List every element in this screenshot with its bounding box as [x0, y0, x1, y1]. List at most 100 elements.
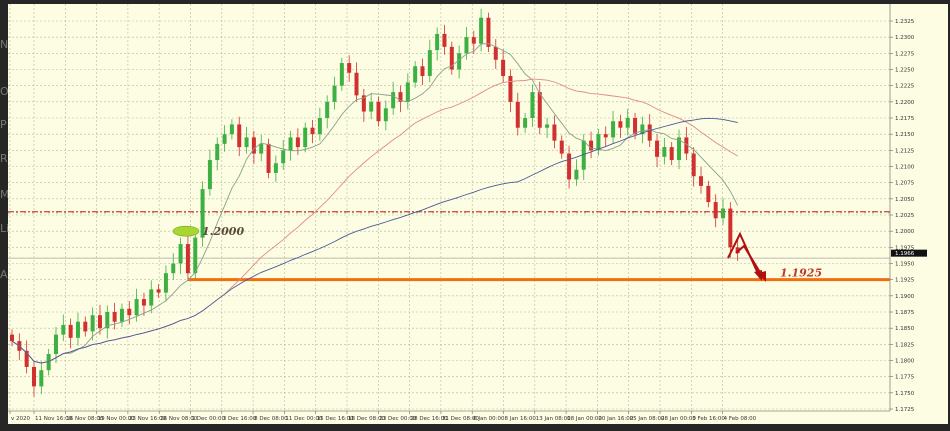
- candle-bullish: [677, 137, 682, 161]
- candle-bearish: [442, 33, 447, 47]
- ellipse-price-label: 1.2000: [202, 225, 244, 238]
- candle-bullish: [193, 237, 198, 274]
- candle-bullish: [105, 312, 110, 329]
- candle-bearish: [83, 321, 88, 332]
- candle-bullish: [523, 118, 528, 128]
- candle-bearish: [691, 153, 696, 177]
- candle-bearish: [185, 244, 190, 274]
- candle-bearish: [486, 17, 491, 47]
- x-tick-label: 31 Dec 08:00: [442, 416, 479, 422]
- y-tick-label: 1.1900: [895, 294, 915, 300]
- y-tick-label: 1.1975: [895, 245, 915, 251]
- candle-bearish: [699, 176, 704, 186]
- x-tick-label: 8 Dec 08:00: [254, 416, 288, 422]
- y-tick-label: 1.2025: [895, 213, 915, 219]
- candle-bullish: [207, 160, 212, 190]
- y-tick-label: 1.2125: [895, 148, 915, 154]
- x-tick-label: 28 Dec 16:00: [411, 416, 448, 422]
- candle-bearish: [501, 59, 506, 76]
- candle-bullish: [369, 101, 374, 112]
- x-tick-label: v 2020: [11, 416, 31, 422]
- candle-bullish: [273, 163, 278, 173]
- candle-bearish: [537, 92, 542, 128]
- candle-bearish: [31, 366, 36, 387]
- x-tick-label: 20 Jan 16:00: [598, 416, 633, 422]
- background-letter: N: [0, 38, 8, 51]
- x-tick-label: 11 Dec 00:00: [285, 416, 322, 422]
- candle-bearish: [655, 140, 660, 157]
- candle-bullish: [119, 308, 124, 322]
- candle-bearish: [237, 124, 242, 148]
- y-tick-label: 1.2100: [895, 165, 915, 171]
- candle-bullish: [163, 273, 168, 293]
- candle-bearish: [112, 312, 117, 322]
- candle-bearish: [471, 37, 476, 44]
- x-tick-label: 19 Nov 00:00: [98, 416, 136, 422]
- y-tick-label: 1.1950: [895, 262, 915, 268]
- candle-bearish: [552, 124, 557, 141]
- y-tick-label: 1.2300: [895, 35, 915, 41]
- y-tick-label: 1.2050: [895, 197, 915, 203]
- candle-bullish: [244, 137, 249, 148]
- chart-area: [8, 4, 948, 424]
- candle-bullish: [662, 147, 667, 157]
- highlight-ellipse: [172, 225, 200, 237]
- x-tick-label: 23 Dec 00:00: [379, 416, 416, 422]
- y-tick-label: 1.1750: [895, 391, 915, 397]
- x-tick-label: 18 Jan 00:00: [567, 416, 602, 422]
- candle-bullish: [53, 334, 58, 355]
- candle-bullish: [229, 124, 234, 135]
- background-letter: A: [0, 268, 8, 281]
- candle-bullish: [413, 66, 418, 83]
- y-tick-label: 1.1800: [895, 359, 915, 365]
- background-window-letters: N O P R M Li A: [0, 38, 10, 281]
- candle-bearish: [559, 140, 564, 154]
- horizontal-levels: [8, 211, 890, 282]
- arrow-head-icon: [758, 271, 766, 282]
- background-letter: Li: [0, 222, 9, 235]
- x-tick-label: 28 Jan 00:00: [661, 416, 696, 422]
- candle-bearish: [567, 153, 572, 180]
- candle-bullish: [75, 321, 80, 338]
- candle-bullish: [200, 189, 205, 238]
- moving-average-70: [11, 117, 738, 364]
- candle-bearish: [10, 334, 14, 342]
- candle-bearish: [706, 185, 711, 203]
- target-price-label: 1.1925: [780, 267, 822, 280]
- candle-bullish: [215, 143, 220, 161]
- candle-bullish: [435, 33, 440, 51]
- candle-bearish: [141, 299, 146, 306]
- candle-bullish: [46, 354, 51, 371]
- x-tick-label: 23 Nov 16:00: [129, 416, 167, 422]
- candle-bullish: [405, 82, 410, 102]
- annotations: 1.2000 1.1925: [172, 225, 822, 282]
- y-tick-label: 1.2250: [895, 68, 915, 74]
- candle-bullish: [90, 315, 95, 332]
- candle-bearish: [684, 137, 689, 154]
- candle-bearish: [618, 121, 623, 128]
- candle-bearish: [266, 143, 271, 173]
- candle-bullish: [339, 63, 344, 86]
- candle-bearish: [508, 75, 513, 102]
- candle-bullish: [611, 121, 616, 138]
- y-tick-label: 1.1850: [895, 326, 915, 332]
- y-tick-label: 1.2000: [895, 229, 915, 235]
- candle-bullish: [61, 324, 66, 335]
- candle-bearish: [420, 66, 425, 76]
- candle-bullish: [574, 169, 579, 180]
- x-tick-label: 1 Dec 00:00: [192, 416, 226, 422]
- candle-bullish: [457, 53, 462, 70]
- x-tick-label: 4 Feb 08:00: [724, 416, 757, 422]
- background-letter: O: [0, 85, 9, 98]
- candle-bullish: [222, 134, 227, 144]
- y-tick-label: 1.1775: [895, 375, 915, 381]
- candle-bullish: [281, 150, 286, 164]
- x-tick-label: 3 Feb 16:00: [692, 416, 725, 422]
- candle-bearish: [398, 92, 403, 102]
- candle-bearish: [310, 127, 315, 135]
- projection-arrow-path: [727, 231, 761, 279]
- x-tick-label: 13 Jan 08:00: [536, 416, 571, 422]
- candle-bearish: [647, 124, 652, 141]
- x-tick-label: 26 Nov 08:00: [160, 416, 198, 422]
